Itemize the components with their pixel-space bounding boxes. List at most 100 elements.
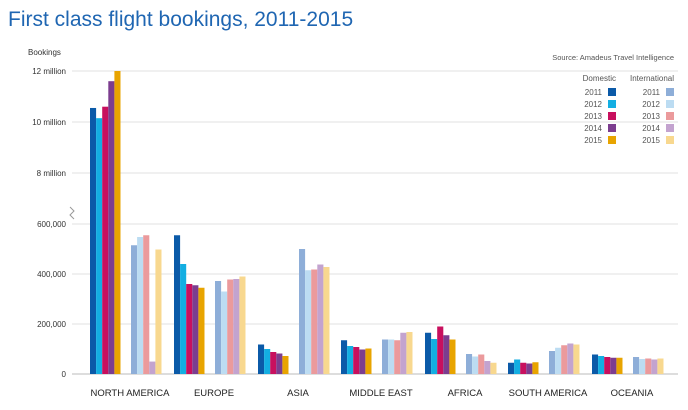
category-label: EUROPE [194,388,234,399]
bar-domestic-2012 [431,339,438,374]
bar-international-2012 [555,347,562,374]
bar-domestic-2011 [90,107,97,374]
bar-domestic-2011 [592,354,599,374]
bar-domestic-2015 [282,356,289,374]
bar-domestic-2013 [102,106,109,374]
bar-international-2012 [137,237,144,374]
bar-international-2011 [549,351,556,374]
bar-domestic-2014 [610,357,617,374]
bar-domestic-2015 [449,339,456,374]
legend-year-domestic: 2012 [584,100,602,109]
bar-domestic-2012 [598,356,605,374]
bar-domestic-2015 [616,357,623,374]
bar-domestic-2014 [526,363,533,374]
bar-domestic-2013 [353,347,360,374]
legend-swatch-international [666,124,674,132]
bar-international-2013 [311,269,318,374]
bar-international-2015 [573,344,580,374]
bar-international-2015 [155,249,162,374]
bar-international-2011 [382,339,389,374]
bar-domestic-2012 [96,118,103,374]
bar-international-2013 [478,354,485,374]
category-label: NORTH AMERICA [90,388,170,399]
bar-international-2015 [406,332,413,374]
bar-international-2015 [657,358,664,374]
bar-international-2014 [149,361,156,374]
bar-international-2012 [305,270,312,374]
y-axis-label: Bookings [28,48,61,57]
bar-domestic-2013 [604,357,611,374]
y-tick-label: 10 million [32,118,66,127]
bar-domestic-2013 [270,352,277,374]
bar-domestic-2015 [532,362,539,374]
bar-international-2013 [143,235,150,374]
legend-header-domestic: Domestic [583,74,616,83]
bar-international-2011 [131,245,138,374]
bar-international-2015 [323,267,330,374]
legend-swatch-international [666,136,674,144]
bar-international-2012 [639,359,646,374]
legend-swatch-domestic [608,88,616,96]
legend-swatch-international [666,100,674,108]
gridlines [72,70,678,375]
y-tick-label: 12 million [32,67,66,76]
legend-swatch-international [666,112,674,120]
legend-header-international: International [630,74,674,83]
bar-international-2013 [645,358,652,374]
bar-international-2012 [388,339,395,374]
bar-international-2013 [394,340,401,374]
legend-swatch-domestic [608,124,616,132]
legend-year-international: 2015 [642,136,660,145]
bar-domestic-2014 [276,353,283,374]
bar-international-2014 [233,279,240,374]
legend-year-international: 2011 [643,88,661,97]
bar-international-2015 [239,276,246,374]
legend-year-international: 2014 [642,124,660,133]
bar-domestic-2015 [365,348,372,374]
bar-international-2011 [299,249,306,374]
bar-domestic-2013 [186,284,193,374]
bar-domestic-2014 [108,81,115,374]
y-axis-ticks: 0 200,000 400,000 600,000 8 million 10 millio… [32,67,75,379]
bar-domestic-2014 [192,285,199,374]
bar-domestic-2013 [520,362,527,374]
legend-year-international: 2013 [642,112,660,121]
bar-international-2014 [317,264,324,374]
category-label: ASIA [287,388,309,399]
bar-international-2011 [466,354,473,374]
category-label: SOUTH AMERICA [509,388,588,399]
axis-break-mark [69,206,75,220]
bar-international-2013 [227,279,234,374]
bar-domestic-2011 [425,332,432,374]
bar-international-2012 [472,356,479,374]
category-label: MIDDLE EAST [349,388,413,399]
bar-international-2014 [400,332,407,374]
y-tick-label: 8 million [37,169,66,178]
category-label: AFRICA [448,388,484,399]
bar-domestic-2012 [264,349,271,374]
bar-international-2015 [490,362,497,374]
legend-swatch-domestic [608,112,616,120]
legend-year-domestic: 2013 [584,112,602,121]
chart-title: First class flight bookings, 2011-2015 [8,8,354,31]
bars [90,71,664,374]
legend-year-domestic: 2015 [584,136,602,145]
bar-international-2014 [567,343,574,374]
bar-domestic-2011 [258,344,265,374]
bar-domestic-2011 [174,235,181,374]
bar-international-2011 [215,281,222,374]
x-axis-labels: NORTH AMERICA EUROPE ASIA MIDDLE EAST AFRICA… [90,388,654,399]
legend-year-domestic: 2011 [585,88,603,97]
bar-international-2014 [484,361,491,374]
category-label: OCEANIA [611,388,654,399]
bar-domestic-2012 [514,359,521,374]
bar-domestic-2014 [359,349,366,374]
bar-domestic-2012 [347,346,354,374]
y-tick-label: 0 [62,370,67,379]
bar-domestic-2013 [437,326,444,374]
y-tick-label: 200,000 [37,320,66,329]
legend: Domestic International 2011 2011 2012 2012 201… [583,74,675,145]
bar-domestic-2014 [443,335,450,374]
y-tick-label: 400,000 [37,270,66,279]
